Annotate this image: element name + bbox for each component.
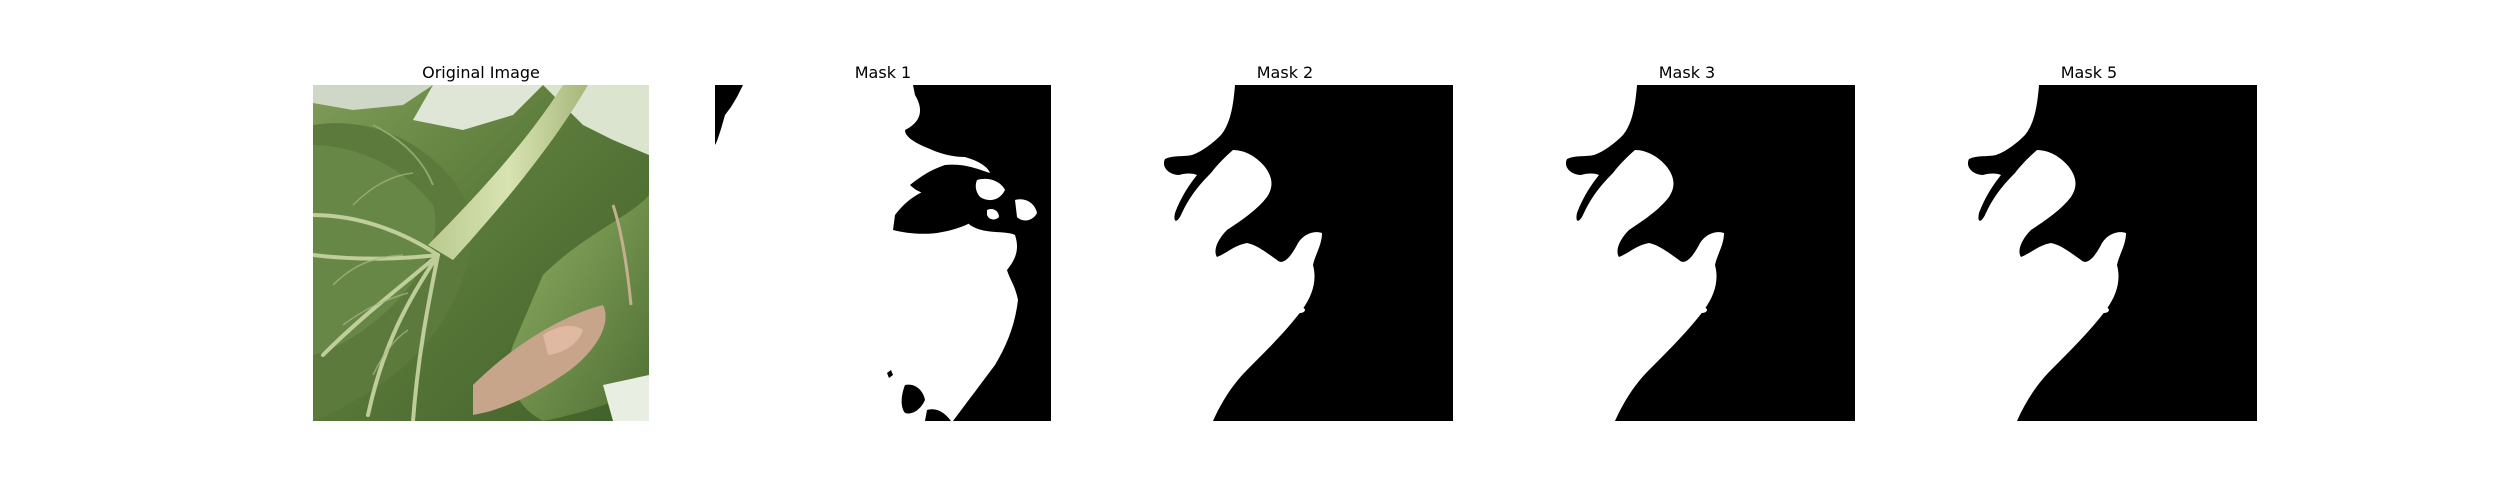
- mask-5-shape: [1921, 85, 2257, 421]
- leaf-photo: [313, 85, 649, 421]
- panel-title: Original Image: [422, 63, 540, 82]
- panel-title: Mask 3: [1658, 63, 1716, 82]
- panel-mask-2: Mask 2: [1117, 61, 1453, 421]
- panel-original-image: Original Image: [313, 61, 649, 421]
- mask-3-image: [1519, 85, 1855, 421]
- mask-3-shape: [1519, 85, 1855, 421]
- mask-2-image: [1117, 85, 1453, 421]
- mask-1-image: [715, 85, 1051, 421]
- panel-mask-5: Mask 5: [1921, 61, 2257, 421]
- panel-mask-3: Mask 3: [1519, 61, 1855, 421]
- panel-title: Mask 5: [2060, 63, 2118, 82]
- panel-title: Mask 1: [854, 63, 912, 82]
- panel-mask-1: Mask 1: [715, 61, 1051, 421]
- original-leaf-image: [313, 85, 649, 421]
- mask-5-image: [1921, 85, 2257, 421]
- panel-title: Mask 2: [1256, 63, 1314, 82]
- mask-1-shape: [715, 85, 1051, 421]
- mask-2-shape: [1117, 85, 1453, 421]
